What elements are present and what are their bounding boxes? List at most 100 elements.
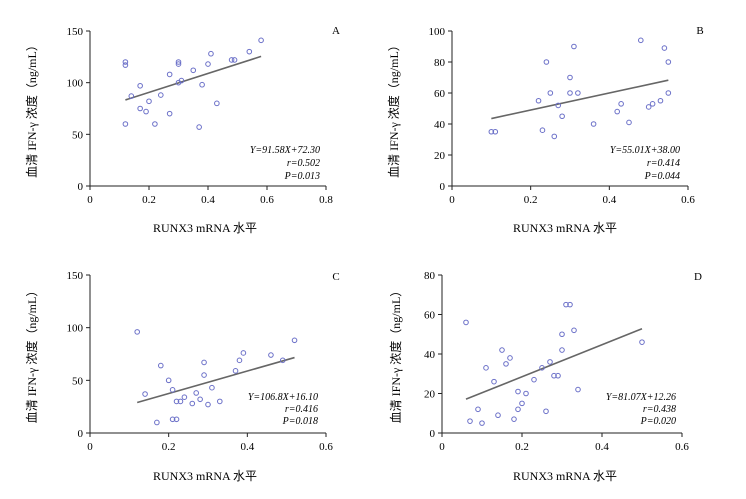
data-point [638, 37, 644, 44]
data-point [614, 108, 621, 115]
data-point [567, 74, 573, 81]
data-point [122, 59, 129, 65]
data-point [258, 37, 264, 44]
stat-annotation: r=0.414 [647, 158, 680, 169]
data-point [567, 301, 573, 308]
data-point [137, 82, 143, 89]
data-point [555, 372, 561, 379]
data-point [122, 62, 129, 68]
data-point [158, 92, 164, 98]
data-point [201, 359, 207, 366]
panel-label: B [696, 25, 703, 37]
data-point [488, 128, 495, 135]
y-tick-label: 100 [67, 323, 84, 335]
x-axis-title: RUNX3 mRNA 水平 [513, 469, 617, 483]
data-point [665, 90, 672, 96]
y-tick-label: 60 [424, 310, 436, 322]
y-tick-label: 20 [424, 389, 436, 401]
data-point [661, 45, 668, 51]
data-point [503, 361, 509, 367]
x-tick-label: 0 [449, 194, 455, 206]
y-tick-label: 0 [430, 428, 436, 440]
data-point [175, 61, 182, 67]
data-point [166, 71, 173, 78]
chart-panel-a: 0 0.2 0.4 0.6 0.8 0 50 100 150 RUNX3 mRNA 水平 血清 IF… [24, 25, 340, 235]
data-point [232, 368, 239, 374]
chart-panel-b: 0 0.2 0.4 0.6 0 20 40 60 80 100 RUNX3 mRNA 水平 血清 IF… [386, 25, 704, 235]
x-tick-label: 0.4 [201, 194, 215, 206]
data-point [209, 384, 215, 391]
data-point [205, 61, 211, 67]
data-point [169, 416, 176, 423]
stat-annotation: P=0.044 [644, 171, 680, 182]
data-point [128, 93, 135, 99]
x-tick-label: 0.4 [595, 441, 609, 453]
y-axis-title: 血清 IFN-γ 浓度（ng/mL） [388, 285, 403, 424]
data-point [146, 98, 152, 105]
stat-annotation: P=0.020 [640, 416, 676, 427]
data-point [649, 101, 656, 107]
data-point [571, 43, 577, 50]
data-point [475, 406, 481, 413]
data-point [137, 105, 143, 112]
regression-line [491, 79, 669, 120]
x-tick-label: 0.4 [602, 194, 616, 206]
regression-line [465, 327, 643, 400]
data-point [531, 376, 537, 383]
data-point [515, 388, 521, 395]
y-tick-label: 80 [424, 270, 436, 282]
data-point [214, 100, 220, 107]
data-point [196, 124, 202, 130]
y-tick-label: 60 [434, 88, 446, 100]
data-point [507, 355, 513, 361]
data-point [228, 57, 235, 63]
y-tick-label: 50 [72, 375, 84, 387]
data-point [152, 121, 158, 127]
data-point [190, 67, 197, 74]
stat-annotation: P=0.013 [284, 171, 320, 182]
data-point [236, 357, 243, 364]
data-point [181, 394, 188, 400]
stat-annotation: Y=55.01X+38.00 [610, 145, 680, 156]
data-point [665, 59, 672, 65]
data-point [626, 119, 632, 126]
data-point [178, 77, 185, 84]
data-point [169, 387, 176, 393]
data-point [291, 337, 298, 344]
chart-panel-c: 0 0.2 0.4 0.6 0 50 100 150 RUNX3 mRNA 水平 血清 IFN-γ… [24, 270, 340, 483]
data-point [463, 319, 469, 326]
data-point [201, 372, 207, 378]
x-axis-title: RUNX3 mRNA 水平 [153, 221, 257, 235]
y-tick-label: 0 [78, 181, 84, 193]
x-tick-label: 0 [439, 441, 445, 453]
y-tick-label: 0 [78, 428, 84, 440]
panel-label: D [694, 271, 702, 283]
data-point [205, 401, 211, 408]
data-point [122, 121, 129, 127]
data-point [657, 97, 664, 104]
y-tick-label: 80 [434, 57, 446, 69]
x-tick-label: 0 [87, 441, 93, 453]
data-point [177, 398, 184, 405]
data-point [217, 398, 223, 405]
data-point [268, 352, 274, 358]
data-point [173, 398, 180, 405]
data-point [559, 331, 565, 338]
data-point [197, 396, 203, 403]
data-point [639, 339, 645, 345]
y-tick-label: 50 [72, 129, 84, 141]
data-point [543, 59, 550, 65]
data-point [551, 133, 558, 140]
y-axis-title: 血清 IFN-γ 浓度（ng/mL） [24, 39, 39, 178]
stat-annotation: P=0.018 [282, 416, 318, 427]
data-point [134, 329, 140, 335]
y-tick-label: 40 [434, 119, 446, 131]
data-point [240, 350, 247, 356]
data-point [499, 347, 505, 353]
data-point [142, 391, 148, 397]
data-point [166, 110, 173, 117]
data-point [173, 416, 180, 423]
data-point [154, 419, 160, 426]
stat-annotation: Y=106.8X+16.10 [248, 392, 318, 403]
